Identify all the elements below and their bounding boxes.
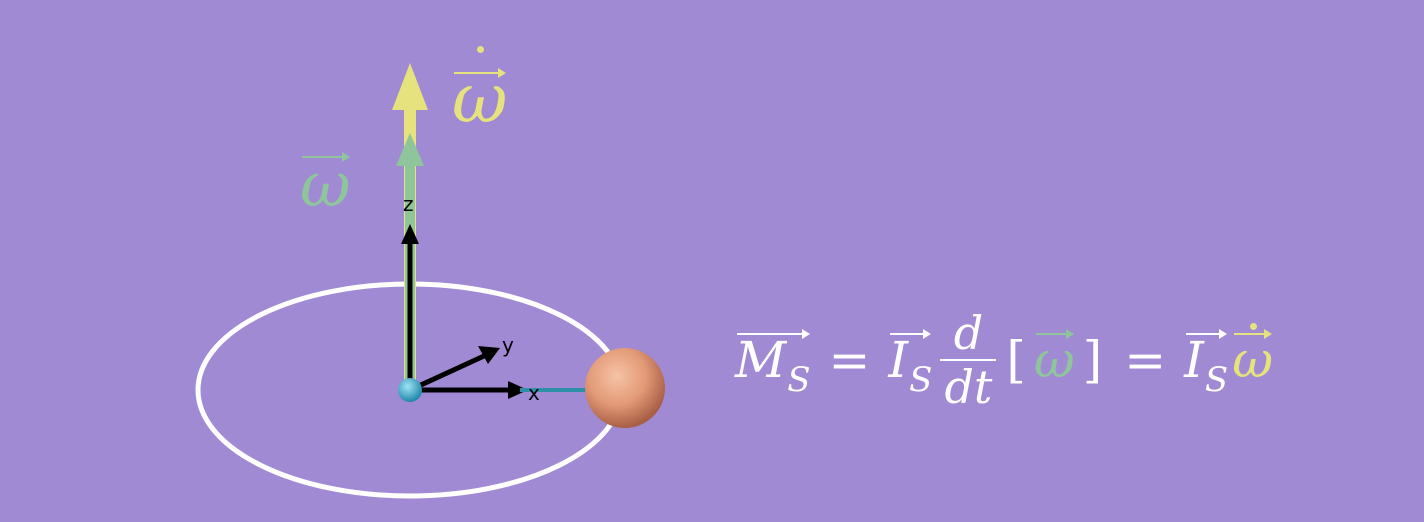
moment-equation: MS = IS d dt [ ω ] = IS ω bbox=[735, 290, 1273, 430]
x-axis bbox=[410, 381, 528, 399]
z-axis-label: z bbox=[403, 192, 414, 216]
time-derivative: d dt bbox=[940, 307, 997, 413]
omega-term: ω bbox=[1034, 329, 1075, 389]
bracket-close: ] bbox=[1082, 331, 1103, 389]
y-axis bbox=[408, 346, 500, 393]
z-axis bbox=[401, 224, 419, 390]
omega-vector-label: ω bbox=[300, 148, 351, 221]
y-axis-label: y bbox=[502, 333, 514, 357]
pivot-sphere bbox=[398, 378, 422, 402]
inertia-term: IS bbox=[888, 329, 932, 400]
mass-sphere bbox=[585, 348, 665, 428]
moment-term: MS bbox=[735, 329, 811, 400]
omega-dot-vector-label: ω bbox=[452, 46, 507, 139]
omega-dot-term: ω bbox=[1232, 323, 1273, 389]
equals-sign: = bbox=[828, 331, 871, 389]
equals-sign-2: = bbox=[1124, 331, 1167, 389]
bracket-open: [ bbox=[1006, 331, 1026, 389]
x-axis-label: x bbox=[528, 381, 540, 405]
inertia-term-2: IS bbox=[1184, 329, 1228, 400]
